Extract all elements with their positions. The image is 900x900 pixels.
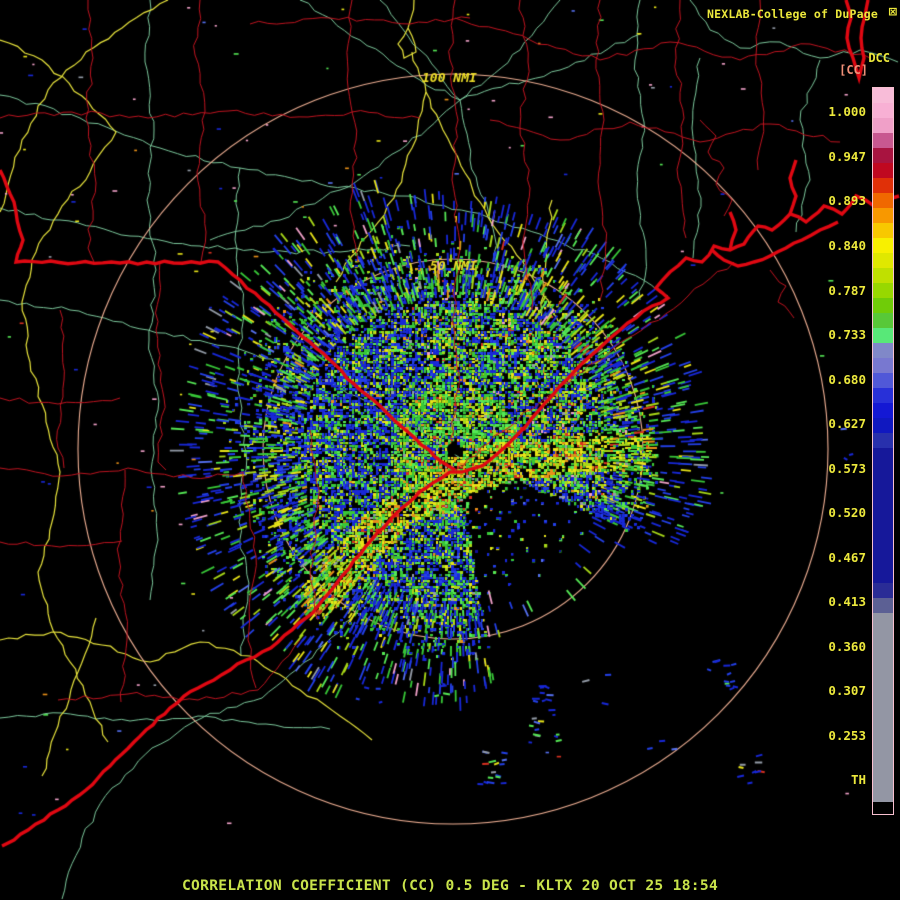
scale-tick-label: 0.947 bbox=[828, 149, 866, 164]
scale-color-segment bbox=[873, 103, 893, 118]
scale-color-segment bbox=[873, 133, 893, 148]
scale-color-segment bbox=[873, 418, 893, 433]
scale-color-segment bbox=[873, 313, 893, 328]
scale-color-segment bbox=[873, 268, 893, 283]
scale-color-segment bbox=[873, 148, 893, 163]
scale-color-segment bbox=[873, 253, 893, 268]
scale-tick-label: 0.680 bbox=[828, 372, 866, 387]
scale-color-segment bbox=[873, 223, 893, 238]
scale-tick-label: 0.787 bbox=[828, 283, 866, 298]
scale-color-segment bbox=[873, 448, 893, 583]
scale-tick-label: 0.413 bbox=[828, 594, 866, 609]
scale-color-segment bbox=[873, 598, 893, 613]
scale-color-segment bbox=[873, 163, 893, 178]
scale-color-segment bbox=[873, 178, 893, 193]
color-scale-bar bbox=[872, 87, 894, 815]
cod-logo-icon: ⊠ bbox=[888, 4, 897, 20]
product-code-label: DCC bbox=[868, 51, 890, 65]
brand-text: NEXLAB-College of DuPage bbox=[707, 7, 878, 21]
scale-tick-label: 0.467 bbox=[828, 550, 866, 565]
scale-color-segment bbox=[873, 343, 893, 358]
scale-color-segment bbox=[873, 208, 893, 223]
scale-color-segment bbox=[873, 802, 893, 814]
scale-tick-label: 0.360 bbox=[828, 639, 866, 654]
scale-color-segment bbox=[873, 238, 893, 253]
scale-color-segment bbox=[873, 433, 893, 448]
scale-tick-label: 0.733 bbox=[828, 327, 866, 342]
scale-tick-label: 0.627 bbox=[828, 416, 866, 431]
product-caption: CORRELATION COEFFICIENT (CC) 0.5 DEG - K… bbox=[181, 877, 719, 894]
scale-color-segment bbox=[873, 613, 893, 802]
scale-color-segment bbox=[873, 583, 893, 598]
scale-color-segment bbox=[873, 373, 893, 388]
scale-tick-label: 0.573 bbox=[828, 461, 866, 476]
scale-color-segment bbox=[873, 403, 893, 418]
scale-color-segment bbox=[873, 118, 893, 133]
scale-tick-label: 1.000 bbox=[828, 104, 866, 119]
scale-color-segment bbox=[873, 328, 893, 343]
scale-tick-label: 0.840 bbox=[828, 238, 866, 253]
scale-color-segment bbox=[873, 358, 893, 373]
scale-tick-label: 0.253 bbox=[828, 728, 866, 743]
scale-tick-label: 0.307 bbox=[828, 683, 866, 698]
scale-color-segment bbox=[873, 388, 893, 403]
scale-color-segment bbox=[873, 283, 893, 298]
scale-tick-label: TH bbox=[850, 772, 866, 787]
product-tag-label: [CC] bbox=[839, 63, 868, 77]
scale-tick-label: 0.893 bbox=[828, 193, 866, 208]
scale-color-segment bbox=[873, 193, 893, 208]
scale-color-segment bbox=[873, 298, 893, 313]
scale-tick-label: 0.520 bbox=[828, 505, 866, 520]
scale-color-segment bbox=[873, 88, 893, 103]
